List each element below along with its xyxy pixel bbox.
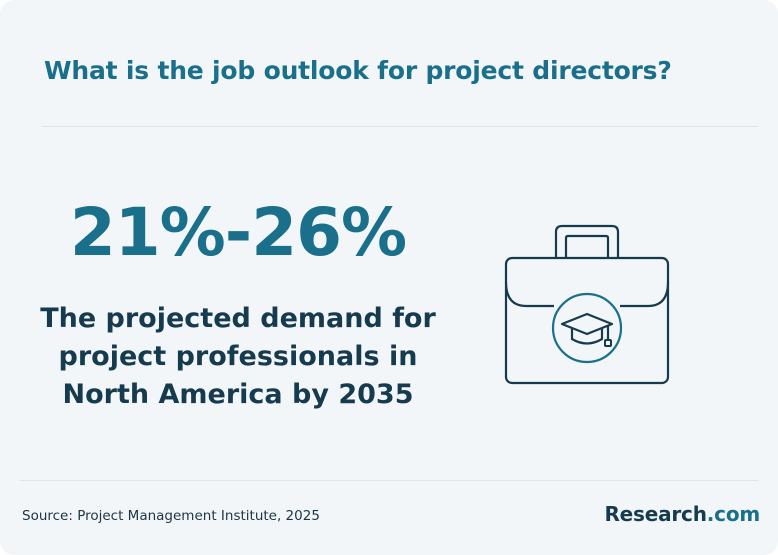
stat-description-line: North America by 2035 <box>62 379 414 410</box>
footer-divider <box>20 480 758 481</box>
stat-value: 21%-26% <box>69 194 407 271</box>
brand-name: Research <box>604 502 707 526</box>
header-divider <box>42 126 758 127</box>
brand-logo: Research.com <box>604 502 760 526</box>
brand-suffix: .com <box>706 502 760 526</box>
stat-description-line: The projected demand for <box>40 303 436 334</box>
stat-description-line: project professionals in <box>58 341 418 372</box>
source-citation: Source: Project Management Institute, 20… <box>22 508 320 524</box>
page-title: What is the job outlook for project dire… <box>44 56 672 85</box>
briefcase-icon <box>504 224 670 385</box>
stat-description: The projected demand for project profess… <box>0 300 476 414</box>
